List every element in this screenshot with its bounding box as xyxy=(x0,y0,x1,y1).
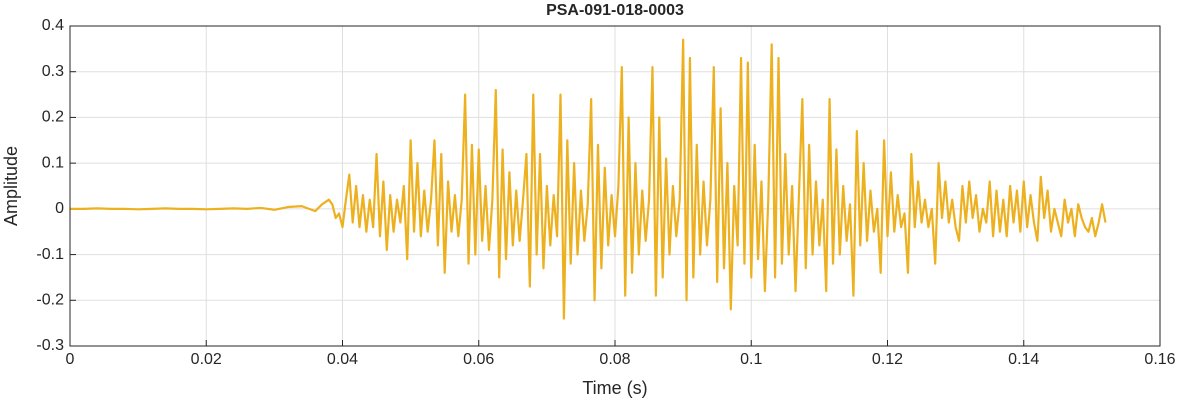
y-tick-label: 0.3 xyxy=(42,63,64,80)
x-tick-label: 0.04 xyxy=(327,351,358,368)
y-tick-label: -0.3 xyxy=(36,337,64,354)
axes-box xyxy=(69,25,1161,347)
y-axis-label: Amplitude xyxy=(1,146,21,226)
y-tick-label: -0.2 xyxy=(36,292,64,309)
x-tick-label: 0.06 xyxy=(463,351,494,368)
y-tick-label: 0 xyxy=(55,200,64,217)
x-tick-label: 0.02 xyxy=(191,351,222,368)
x-tick-label: 0.14 xyxy=(1008,351,1039,368)
y-tick-label: -0.1 xyxy=(36,246,64,263)
y-tick-label: 0.2 xyxy=(42,109,64,126)
plot-area xyxy=(70,38,1107,320)
x-tick-label: 0.08 xyxy=(599,351,630,368)
signal-line xyxy=(70,38,1107,320)
x-tick-label: 0 xyxy=(66,351,75,368)
x-tick-label: 0.1 xyxy=(740,351,762,368)
x-tick-label: 0.12 xyxy=(872,351,903,368)
chart-title: PSA-091-018-0003 xyxy=(546,2,684,19)
y-tick-label: 0.1 xyxy=(42,154,64,171)
x-tick-label: 0.16 xyxy=(1144,351,1175,368)
x-axis-label: Time (s) xyxy=(582,378,647,398)
y-tick-label: 0.4 xyxy=(42,17,64,34)
